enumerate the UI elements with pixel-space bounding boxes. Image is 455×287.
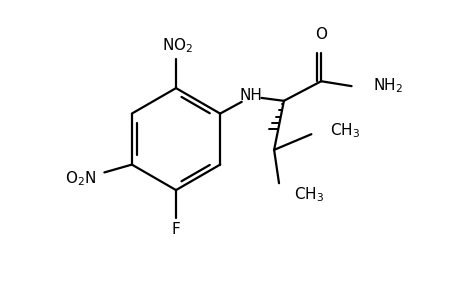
Text: O: O: [315, 27, 327, 42]
Text: NH: NH: [239, 88, 262, 103]
Text: CH$_3$: CH$_3$: [294, 186, 324, 204]
Text: NH$_2$: NH$_2$: [373, 77, 404, 96]
Text: NO$_2$: NO$_2$: [162, 36, 193, 55]
Text: F: F: [172, 222, 180, 237]
Text: CH$_3$: CH$_3$: [330, 121, 360, 139]
Text: O$_2$N: O$_2$N: [65, 169, 96, 188]
